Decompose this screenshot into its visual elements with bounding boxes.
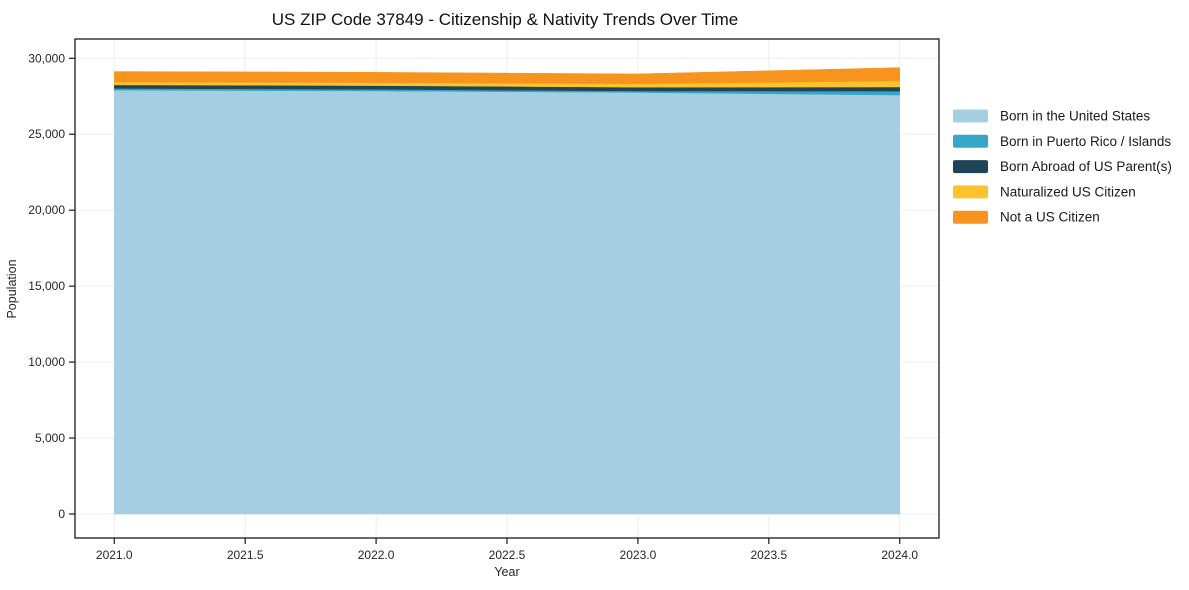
x-tick-label: 2021.5 [227, 548, 264, 562]
y-tick-label: 20,000 [28, 203, 65, 217]
legend-swatch-born-in-the-united-states [953, 109, 988, 123]
x-tick-label: 2023.5 [750, 548, 787, 562]
plot-area: 0 5,000 10,000 15,000 20,000 25,000 30,000 2021… [28, 38, 940, 562]
x-axis-label: Year [494, 565, 519, 579]
chart-legend: Born in the United States Born in Puerto … [953, 109, 1172, 225]
x-tick-label: 2022.5 [489, 548, 526, 562]
x-tick-label: 2021.0 [96, 548, 133, 562]
legend-swatch-born-in-puerto-rico-islands [953, 134, 988, 148]
legend-swatch-not-a-us-citizen [953, 210, 988, 224]
x-tick-label: 2024.0 [881, 548, 918, 562]
legend-label-born-in-puerto-rico-islands: Born in Puerto Rico / Islands [1000, 134, 1171, 149]
legend-label-not-a-us-citizen: Not a US Citizen [1000, 210, 1100, 225]
area-series-born-in-the-united-states [114, 89, 900, 515]
y-tick-label: 25,000 [28, 127, 65, 141]
chart-title: US ZIP Code 37849 - Citizenship & Nativi… [272, 10, 738, 29]
legend-label-born-in-the-united-states: Born in the United States [1000, 109, 1150, 124]
x-tick-label: 2022.0 [358, 548, 395, 562]
legend-swatch-naturalized-us-citizen [953, 185, 988, 199]
y-tick-label: 10,000 [28, 355, 65, 369]
x-tick-label: 2023.0 [620, 548, 657, 562]
y-tick-label: 5,000 [35, 431, 65, 445]
y-axis-label: Population [5, 259, 19, 318]
legend-label-born-abroad-of-us-parent-s: Born Abroad of US Parent(s) [1000, 159, 1172, 174]
area-series-not-a-us-citizen [114, 67, 900, 85]
y-tick-label: 0 [58, 507, 65, 521]
legend-swatch-born-abroad-of-us-parent-s [953, 160, 988, 174]
legend-label-naturalized-us-citizen: Naturalized US Citizen [1000, 184, 1136, 199]
y-tick-label: 30,000 [28, 51, 65, 65]
y-tick-label: 15,000 [28, 279, 65, 293]
